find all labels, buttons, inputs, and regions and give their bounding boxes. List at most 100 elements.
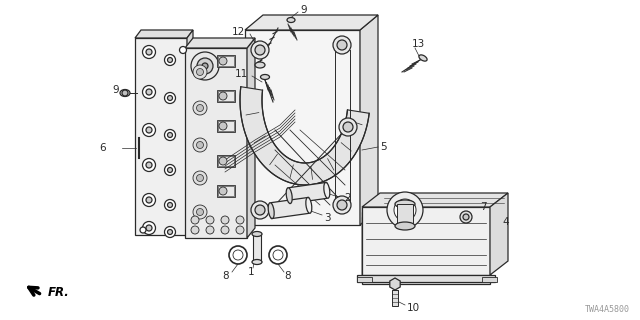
Circle shape	[219, 157, 227, 165]
Circle shape	[146, 197, 152, 203]
Polygon shape	[185, 48, 247, 238]
Circle shape	[229, 246, 247, 264]
Ellipse shape	[395, 200, 415, 208]
Circle shape	[206, 226, 214, 234]
Polygon shape	[245, 15, 378, 30]
Ellipse shape	[286, 188, 292, 204]
Ellipse shape	[324, 182, 330, 198]
Text: 5: 5	[380, 142, 387, 152]
Circle shape	[143, 221, 156, 235]
Ellipse shape	[306, 197, 312, 213]
Text: 10: 10	[407, 303, 420, 313]
Polygon shape	[247, 38, 255, 238]
Circle shape	[143, 124, 156, 137]
Circle shape	[146, 89, 152, 95]
Polygon shape	[240, 87, 369, 185]
Polygon shape	[135, 30, 193, 38]
Ellipse shape	[252, 260, 262, 265]
Circle shape	[219, 57, 227, 65]
Bar	[217, 55, 235, 67]
Polygon shape	[362, 193, 508, 207]
Circle shape	[339, 118, 357, 136]
Circle shape	[251, 201, 269, 219]
Circle shape	[168, 229, 173, 235]
Circle shape	[191, 52, 219, 80]
Circle shape	[191, 226, 199, 234]
Text: 3: 3	[324, 213, 331, 223]
Circle shape	[193, 101, 207, 115]
Bar	[218, 156, 234, 166]
Bar	[217, 185, 235, 197]
Circle shape	[463, 214, 469, 220]
Polygon shape	[135, 38, 187, 235]
Ellipse shape	[395, 222, 415, 230]
Polygon shape	[362, 207, 490, 275]
Circle shape	[219, 92, 227, 100]
Bar	[357, 277, 372, 282]
Polygon shape	[362, 207, 490, 275]
Circle shape	[219, 187, 227, 195]
Circle shape	[236, 226, 244, 234]
Text: 8: 8	[285, 271, 291, 281]
Circle shape	[394, 199, 416, 221]
Polygon shape	[289, 182, 327, 204]
Circle shape	[255, 45, 265, 55]
Circle shape	[164, 227, 175, 237]
Circle shape	[251, 41, 269, 59]
Circle shape	[255, 205, 265, 215]
Ellipse shape	[287, 18, 295, 22]
Bar	[217, 155, 235, 167]
Circle shape	[460, 211, 472, 223]
Circle shape	[140, 227, 146, 233]
Bar	[482, 277, 497, 282]
Circle shape	[168, 167, 173, 172]
Polygon shape	[490, 193, 508, 275]
Text: 7: 7	[480, 202, 486, 212]
Circle shape	[193, 65, 207, 79]
Circle shape	[193, 138, 207, 152]
Circle shape	[146, 162, 152, 168]
Circle shape	[122, 90, 128, 96]
Polygon shape	[360, 15, 378, 225]
Circle shape	[168, 58, 173, 62]
Bar	[397, 204, 413, 226]
Circle shape	[236, 216, 244, 224]
Circle shape	[333, 36, 351, 54]
Text: FR.: FR.	[48, 286, 70, 300]
Circle shape	[196, 105, 204, 111]
Circle shape	[164, 199, 175, 211]
Ellipse shape	[120, 90, 130, 97]
Circle shape	[221, 216, 229, 224]
Circle shape	[164, 92, 175, 103]
Circle shape	[164, 164, 175, 175]
Ellipse shape	[255, 62, 265, 68]
Text: TWA4A5800: TWA4A5800	[585, 305, 630, 314]
Bar	[217, 120, 235, 132]
Bar	[218, 56, 234, 66]
Circle shape	[179, 46, 186, 53]
Text: 4: 4	[502, 217, 509, 227]
Bar	[218, 91, 234, 101]
Circle shape	[202, 63, 208, 69]
Circle shape	[206, 216, 214, 224]
Circle shape	[337, 40, 347, 50]
Circle shape	[219, 122, 227, 130]
Polygon shape	[357, 275, 495, 282]
Text: 6: 6	[99, 143, 106, 153]
Circle shape	[168, 203, 173, 207]
Circle shape	[146, 127, 152, 133]
Text: 8: 8	[223, 271, 229, 281]
Circle shape	[221, 226, 229, 234]
Circle shape	[143, 194, 156, 206]
Text: 9: 9	[300, 5, 307, 15]
Circle shape	[233, 250, 243, 260]
Polygon shape	[362, 217, 490, 281]
Ellipse shape	[252, 231, 262, 236]
Circle shape	[196, 174, 204, 181]
Circle shape	[168, 132, 173, 138]
Polygon shape	[362, 222, 490, 284]
Circle shape	[197, 58, 213, 74]
Bar	[218, 186, 234, 196]
Ellipse shape	[419, 55, 427, 61]
Ellipse shape	[268, 203, 274, 219]
